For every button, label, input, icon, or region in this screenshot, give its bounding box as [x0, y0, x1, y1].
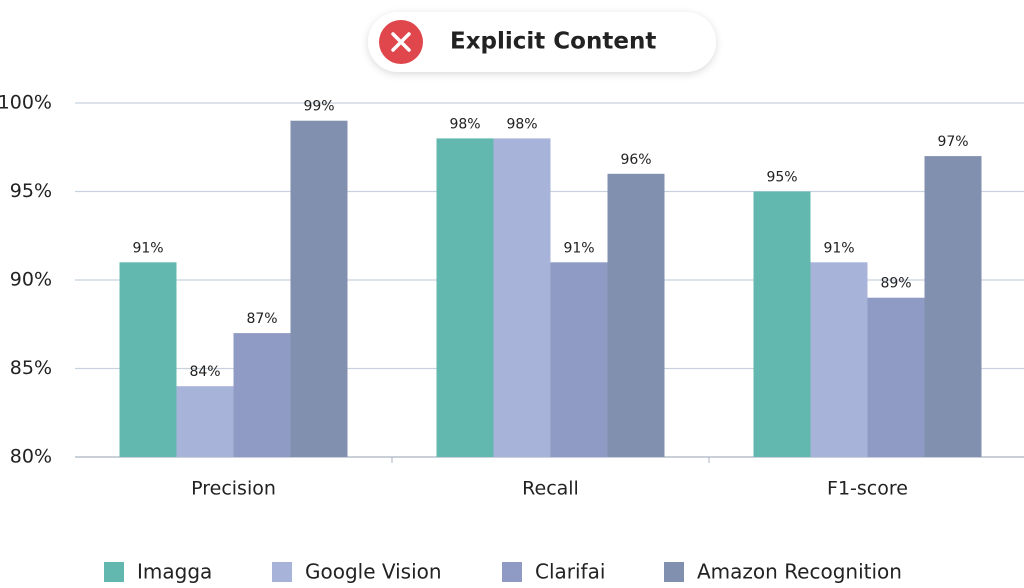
legend-label: Clarifai: [535, 560, 605, 584]
value-label: 89%: [880, 276, 911, 292]
x-tick-label: F1-score: [827, 478, 908, 500]
legend-label: Amazon Recognition: [697, 560, 902, 584]
bar: [119, 262, 177, 457]
value-label: 91%: [823, 240, 854, 256]
value-label: 91%: [563, 240, 594, 256]
chart-title: Explicit Content: [450, 29, 656, 55]
value-label: 97%: [937, 134, 968, 150]
x-tick-label: Precision: [191, 478, 276, 500]
legend-swatch: [664, 562, 684, 582]
bar: [810, 262, 868, 457]
legend-swatch: [502, 562, 522, 582]
legend-swatch: [104, 562, 124, 582]
bar: [233, 333, 291, 457]
close-icon-x: [391, 32, 411, 52]
value-label: 99%: [303, 99, 334, 115]
x-tick-label: Recall: [522, 478, 579, 500]
bar: [753, 191, 811, 457]
bar: [290, 120, 348, 457]
value-label: 84%: [189, 364, 220, 380]
legend-swatch: [272, 562, 292, 582]
value-label: 87%: [246, 311, 277, 327]
title-pill: [368, 12, 716, 72]
bar: [176, 386, 234, 457]
value-label: 96%: [620, 152, 651, 168]
value-label: 98%: [449, 116, 480, 132]
y-tick-label: 80%: [10, 446, 52, 468]
legend-label: Imagga: [137, 560, 212, 584]
value-label: 95%: [766, 170, 797, 186]
y-tick-label: 100%: [0, 92, 52, 114]
y-tick-label: 85%: [10, 357, 52, 379]
bar: [924, 156, 982, 457]
bar: [550, 262, 608, 457]
value-label: 98%: [506, 116, 537, 132]
bar: [436, 138, 494, 457]
y-tick-label: 90%: [10, 269, 52, 291]
bar: [867, 297, 925, 457]
bar: [493, 138, 551, 457]
y-tick-label: 95%: [10, 180, 52, 202]
legend-label: Google Vision: [305, 560, 442, 584]
bar: [607, 173, 665, 458]
value-label: 91%: [132, 240, 163, 256]
